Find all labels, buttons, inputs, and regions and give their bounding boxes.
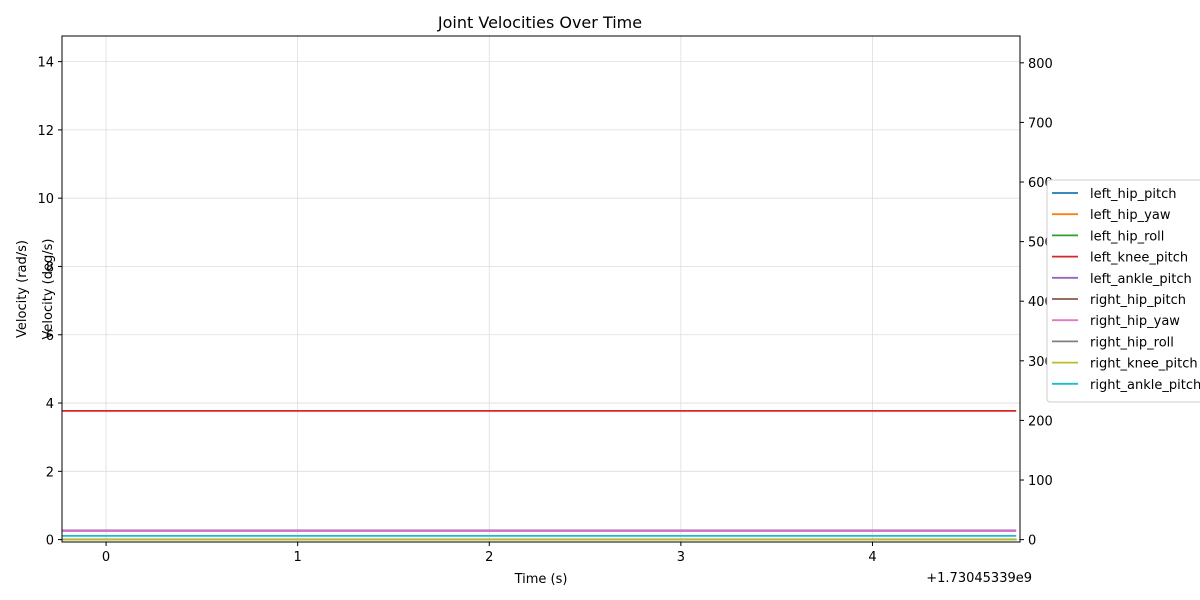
legend-label: right_knee_pitch [1090, 357, 1198, 372]
legend-label: right_hip_pitch [1090, 293, 1186, 308]
y-right-tick-label: 100 [1028, 474, 1053, 489]
plot-frame [61, 35, 1021, 543]
y-left-tick-label: 0 [46, 534, 54, 549]
x-tick-label: 1 [294, 550, 302, 565]
y-axis-left-label: Velocity (rad/s) [15, 240, 30, 338]
legend-label: right_hip_roll [1090, 335, 1174, 350]
legend: left_hip_pitch left_hip_yaw left_hip_rolll… [1046, 179, 1200, 403]
y-left-tick-label: 4 [46, 397, 54, 412]
x-axis-label: Time (s) [514, 572, 568, 587]
y-right-tick-label: 200 [1028, 414, 1053, 429]
y-right-tick-label: 0 [1028, 534, 1036, 549]
chart-title: Joint Velocities Over Time [437, 13, 642, 32]
y-left-tick-label: 6 [46, 329, 54, 344]
y-right-tick-label: 700 [1028, 116, 1053, 131]
y-axis-left-ticks: 0 2 4 6 8 10 12 14 [37, 56, 62, 549]
y-left-tick-label: 10 [37, 192, 54, 207]
legend-label: left_hip_yaw [1090, 208, 1171, 223]
legend-label: left_hip_pitch [1090, 187, 1177, 202]
x-axis-ticks: 0 1 2 3 4 [102, 542, 877, 565]
grid [62, 36, 1020, 542]
legend-label: left_hip_roll [1090, 229, 1164, 244]
x-tick-label: 3 [677, 550, 685, 565]
y-left-tick-label: 14 [37, 56, 54, 71]
x-offset-label: +1.73045339e9 [926, 571, 1032, 586]
y-left-tick-label: 12 [37, 124, 54, 139]
legend-label: right_ankle_pitch [1090, 378, 1200, 393]
y-right-tick-label: 800 [1028, 57, 1053, 72]
x-tick-label: 2 [485, 550, 493, 565]
y-left-tick-label: 8 [46, 260, 54, 275]
legend-label: left_ankle_pitch [1090, 272, 1192, 287]
x-tick-label: 0 [102, 550, 110, 565]
legend-label: left_knee_pitch [1090, 251, 1188, 266]
legend-label: right_hip_yaw [1090, 314, 1180, 329]
series-lines [62, 409, 1017, 541]
x-tick-label: 4 [868, 550, 876, 565]
legend-box [1046, 179, 1200, 403]
y-axis-right-label: Velocity (deg/s) [41, 239, 56, 340]
y-left-tick-label: 2 [46, 465, 54, 480]
